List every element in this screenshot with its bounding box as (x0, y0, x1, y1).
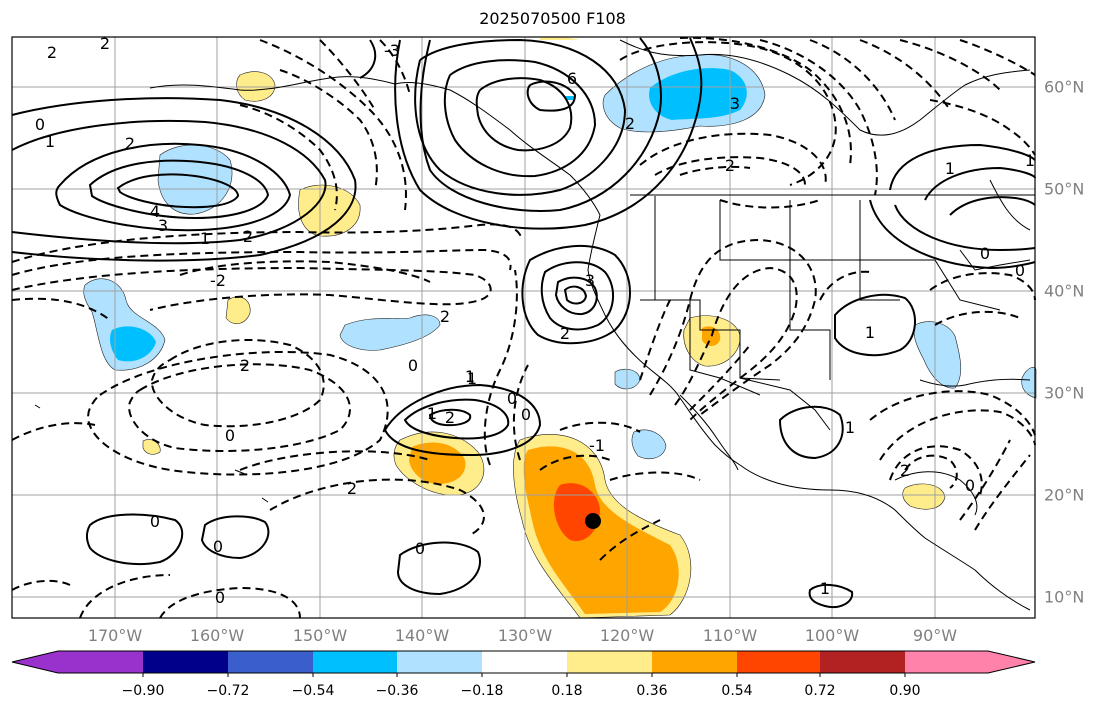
storm-center-marker (585, 513, 601, 529)
map-title: 2025070500 F108 (479, 9, 626, 28)
contour-label: 2 (440, 307, 450, 326)
positive-contours (11, 37, 1036, 608)
lat-label: 10°N (1044, 587, 1085, 607)
contour-label: 0 (415, 539, 425, 558)
contour-label: 0 (507, 389, 517, 408)
contour-label: 0 (35, 115, 45, 134)
colorbar-tick-label: 0.72 (804, 683, 836, 699)
lon-label: 120°W (599, 626, 655, 645)
contour-label: 1 (45, 132, 55, 151)
colorbar-tick-label: 0.18 (551, 683, 583, 699)
contour-label: 0 (215, 588, 225, 607)
lon-label: 90°W (912, 626, 958, 645)
lon-label: 110°W (702, 626, 758, 645)
negative-contours (11, 36, 1036, 619)
shading (83, 37, 1037, 619)
contour-label: 3 (585, 271, 595, 290)
contour-label: 0 (980, 244, 990, 263)
colorbar-bin (482, 651, 567, 673)
colorbar-tick-label: −0.72 (206, 683, 250, 699)
lon-label: 150°W (292, 626, 348, 645)
contour-label: 2 (347, 479, 357, 498)
lon-label: 100°W (804, 626, 860, 645)
colorbar-tick-label: 0.54 (721, 683, 753, 699)
contour-label: 1 (200, 229, 210, 248)
contour-label: 2 (725, 156, 735, 175)
map-frame (11, 36, 1036, 619)
contour-label: 0 (1015, 261, 1025, 280)
contour-label: 1 (467, 369, 477, 388)
colorbar-min-arrow (12, 651, 58, 673)
colorbar (11, 650, 1036, 677)
contour-label: -2 (210, 271, 226, 290)
colorbar-bin (820, 651, 905, 673)
contour-label: 0 (408, 356, 418, 375)
colorbar-max-arrow (988, 651, 1035, 673)
contour-label: 2 (560, 324, 570, 343)
contour-label: 2 (445, 408, 455, 427)
contour-label: 3 (730, 94, 740, 113)
contour-label: 2 (100, 34, 110, 53)
contour-label: 0 (965, 476, 975, 495)
graticule (12, 37, 1035, 618)
contour-label: 0 (521, 405, 531, 424)
contour-label: -1 (589, 436, 605, 455)
contour-label: 1 (820, 579, 830, 598)
lon-label: 140°W (394, 626, 450, 645)
lat-label: 50°N (1044, 179, 1085, 199)
contour-label: 1 (865, 323, 875, 342)
lat-label: 20°N (1044, 485, 1085, 505)
colorbar-tick-label: −0.54 (291, 683, 335, 699)
contour-label: 0 (225, 426, 235, 445)
contour-label: 2 (47, 43, 57, 62)
colorbar-bin (397, 651, 482, 673)
colorbar-tick-label: −0.18 (460, 683, 504, 699)
contour-label: 4 (150, 202, 160, 221)
colorbar-tick-label: −0.36 (375, 683, 419, 699)
colorbar-outline (11, 650, 1036, 674)
lat-label: 30°N (1044, 383, 1085, 403)
colorbar-bin (143, 651, 228, 673)
colorbar-bin (567, 651, 652, 673)
contour-label: 2 (240, 356, 250, 375)
colorbar-tick-label: −0.90 (121, 683, 165, 699)
colorbar-bin (905, 651, 988, 673)
lon-label: 130°W (497, 626, 553, 645)
contour-label: 2 (625, 114, 635, 133)
contour-label: 1 (465, 367, 475, 386)
contour-label: 2 (243, 227, 253, 246)
lat-label: 40°N (1044, 281, 1085, 301)
colorbar-bin (652, 651, 737, 673)
contour-label: 1 (845, 418, 855, 437)
contour-label: 2 (900, 461, 910, 480)
colorbar-bin (313, 651, 397, 673)
colorbar-bin (737, 651, 820, 673)
contour-label: 1 (427, 404, 437, 423)
contour-label: 2 (125, 134, 135, 153)
colorbar-bin (58, 651, 143, 673)
lat-label: 60°N (1044, 77, 1085, 97)
contour-label: 3 (158, 216, 168, 235)
contour-labels: 22-3623012431-2102221-123210012000001110… (35, 34, 1035, 607)
colorbar-bin (228, 651, 313, 673)
lon-label: 160°W (189, 626, 245, 645)
colorbar-tick-label: 0.36 (636, 683, 668, 699)
contour-label: 0 (213, 537, 223, 556)
contour-label: 1 (945, 159, 955, 178)
contour-label: 1 (1025, 151, 1035, 170)
lon-label: 170°W (87, 626, 143, 645)
contour-label: 0 (150, 512, 160, 531)
colorbar-tick-label: 0.90 (889, 683, 921, 699)
contour-label: -3 (384, 41, 400, 60)
contour-label: 6 (567, 69, 577, 88)
